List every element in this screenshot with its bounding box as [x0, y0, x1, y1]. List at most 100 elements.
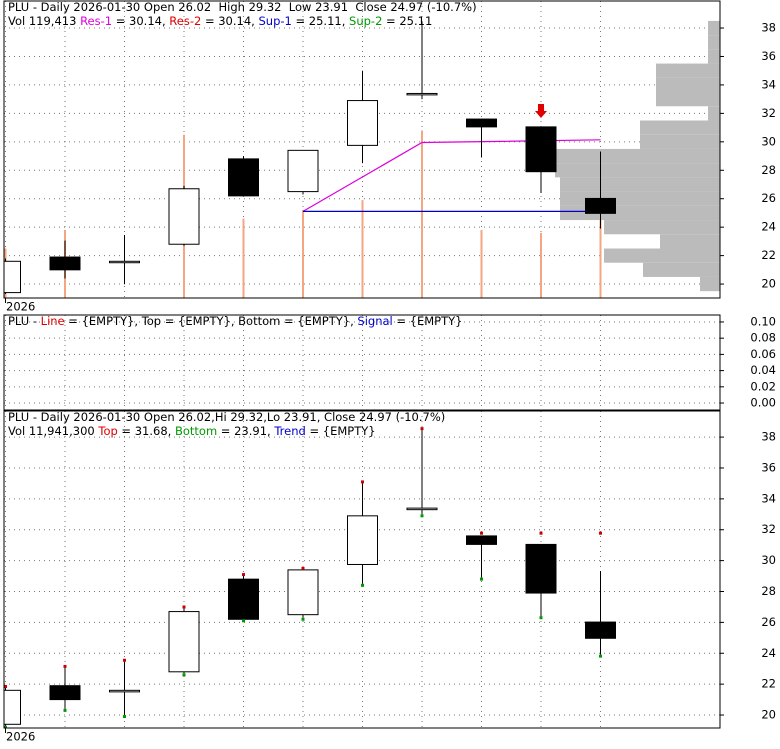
header-segment: = 25.11, [292, 14, 349, 28]
volume-profile-bar [640, 134, 720, 149]
candle-body [49, 256, 81, 271]
y-tick-label: 34 [761, 77, 776, 91]
top-dot [420, 427, 424, 431]
header-segment: PLU - Daily 2026-01-30 Open 26.02,Hi 29.… [8, 410, 445, 424]
candle-body [49, 685, 81, 701]
panel-frame [3, 0, 721, 299]
bottom-dot [539, 616, 543, 620]
candle-body [287, 149, 319, 193]
candle-body [525, 126, 557, 173]
bottom-dot [4, 725, 7, 728]
y-tick-label: 20 [761, 277, 776, 291]
header-segment: = 23.91, [217, 424, 274, 438]
volume-profile-bar [560, 191, 720, 206]
bottom-dot [123, 715, 126, 719]
header-line: PLU - Daily 2026-01-30 Open 26.02 High 2… [8, 0, 477, 14]
bottom-dot [182, 673, 186, 677]
volume-profile-bar [555, 148, 720, 164]
y-tick-label: 0.00 [750, 396, 776, 410]
header-segment: Signal [357, 314, 392, 328]
y-tick-label: 34 [761, 491, 776, 505]
top-dot [301, 566, 305, 570]
bottom-dot [599, 654, 602, 658]
header-line: PLU - Line = {EMPTY}, Top = {EMPTY}, Bot… [8, 314, 463, 328]
volume-profile-bar [708, 49, 720, 64]
volume-profile-bar [708, 20, 720, 36]
header-segment: Sup-2 [349, 14, 382, 28]
candle-body [347, 100, 378, 146]
y-tick-label: 28 [761, 163, 776, 177]
top-dot [361, 480, 364, 484]
header-segment: = {EMPTY} [393, 314, 463, 328]
bottom-dot [63, 708, 67, 712]
candle-body [287, 569, 319, 616]
top-dot [539, 531, 543, 535]
candle-body [109, 689, 140, 693]
volume-profile-bar [560, 205, 720, 221]
volume-profile-bar [708, 106, 720, 121]
top-dot [599, 531, 602, 535]
panel [4, 1, 720, 298]
candle-body [466, 535, 497, 545]
y-tick-label: 0.08 [750, 331, 776, 345]
panel-frame [3, 410, 721, 729]
volume-profile-bar [700, 276, 720, 292]
header-segment: = {EMPTY}, Top = {EMPTY}, Bottom = {EMPT… [65, 314, 358, 328]
header-line: Vol 11,941,300 Top = 31.68, Bottom = 23.… [8, 424, 376, 438]
top-dot [182, 605, 186, 609]
y-tick-label: 32 [761, 106, 776, 120]
header-line: Vol 119,413 Res-1 = 30.14, Res-2 = 30.14… [8, 14, 432, 28]
top-dot [63, 664, 67, 668]
volume-profile-bar [660, 234, 720, 249]
volume-profile-bar [643, 262, 720, 277]
y-tick-label: 0.04 [750, 363, 776, 377]
top-dot [242, 573, 245, 577]
panel-frame [3, 314, 721, 411]
header-segment: = {EMPTY} [306, 424, 376, 438]
header-segment: Sup-1 [258, 14, 291, 28]
y-tick-label: 30 [761, 553, 776, 567]
y-tick-label: 32 [761, 522, 776, 536]
header-segment: Vol 11,941,300 [8, 424, 98, 438]
bottom-dot [480, 577, 483, 581]
y-tick-label: 28 [761, 584, 776, 598]
volume-profile-bar [560, 177, 720, 192]
y-tick-label: 36 [761, 460, 776, 474]
header-segment: = 30.14, [112, 14, 169, 28]
panel [4, 411, 720, 728]
candle-body [585, 621, 616, 639]
volume-profile-bar [708, 35, 720, 50]
candle-body [109, 260, 140, 264]
candle-body [406, 507, 438, 511]
y-tick-label: 22 [761, 677, 776, 691]
panel [4, 315, 720, 410]
header-segment: PLU - [8, 314, 41, 328]
header-segment: = 30.14, [201, 14, 258, 28]
y-tick-label: 20 [761, 708, 776, 722]
y-tick-label: 24 [761, 220, 776, 234]
y-tick-label: 38 [761, 430, 776, 444]
volume-profile-bar [640, 120, 720, 135]
header-segment: Vol 119,413 [8, 14, 80, 28]
volume-profile-bar [604, 248, 720, 263]
header-segment: Res-2 [169, 14, 201, 28]
candle-body [4, 260, 21, 294]
top-dot [123, 658, 126, 662]
header-segment: Trend [273, 424, 305, 438]
header-segment: Bottom [175, 424, 217, 438]
volume-profile-bar [656, 92, 720, 107]
candle-body [168, 611, 200, 673]
bottom-dot [301, 617, 305, 621]
volume-profile-bar [656, 63, 720, 78]
bottom-dot [361, 583, 364, 587]
header-segment: Top [97, 424, 117, 438]
y-tick-label: 0.10 [750, 314, 776, 328]
top-dot [480, 531, 483, 535]
y-tick-label: 30 [761, 134, 776, 148]
header-line: PLU - Daily 2026-01-30 Open 26.02,Hi 29.… [8, 410, 445, 424]
candle-body [347, 515, 378, 565]
y-tick-label: 24 [761, 646, 776, 660]
candle-body [4, 689, 21, 725]
candle-body [228, 158, 259, 197]
